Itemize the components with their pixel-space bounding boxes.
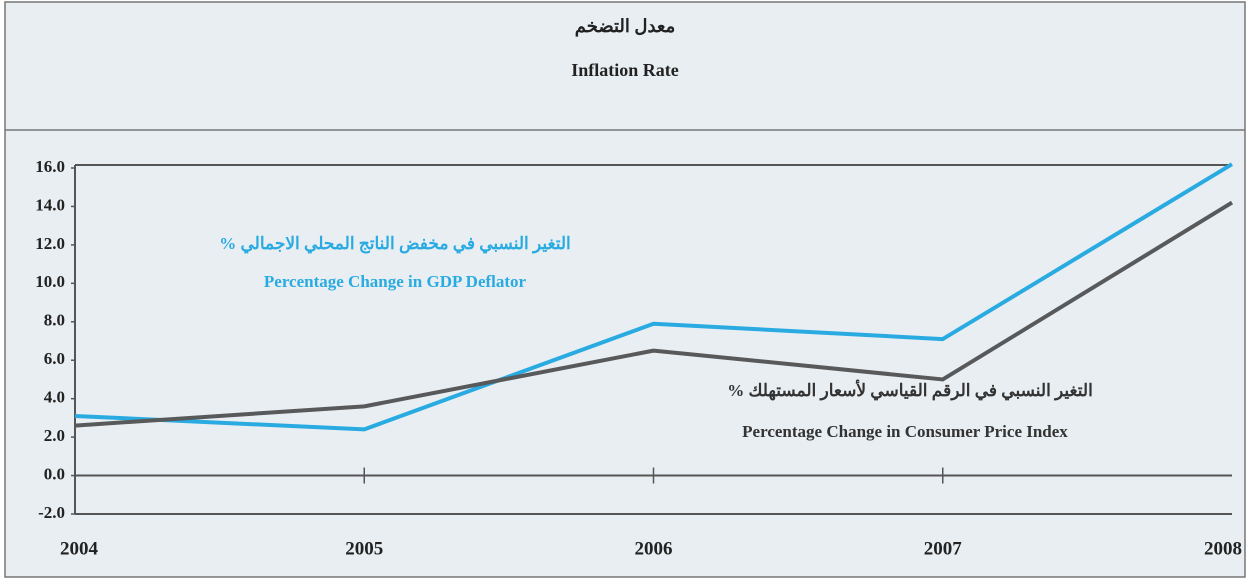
- y-tick-label: 0.0: [44, 464, 65, 483]
- y-tick-label: -2.0: [38, 503, 65, 522]
- y-tick-label: 10.0: [35, 272, 65, 291]
- series-line: [74, 200, 1234, 428]
- series-label-ar: التغير النسبي في الرقم القياسي لأسعار ال…: [727, 379, 1093, 401]
- y-tick-label: 12.0: [35, 234, 65, 253]
- y-tick-label: 4.0: [44, 388, 65, 407]
- y-tick-label: 2.0: [44, 426, 65, 445]
- y-tick-label: 6.0: [44, 349, 65, 368]
- y-tick-label: 16.0: [35, 157, 65, 176]
- series-label: Percentage Change in GDP Deflator: [264, 272, 527, 291]
- series-line: [74, 162, 1234, 432]
- frame: [4, 1, 1246, 578]
- x-tick-label: 2008: [1204, 538, 1242, 559]
- x-tick-label: 2006: [635, 538, 673, 559]
- y-tick-label: 8.0: [44, 311, 65, 330]
- x-tick-label: 2005: [345, 538, 383, 559]
- series-label: Percentage Change in Consumer Price Inde…: [742, 422, 1068, 441]
- chart-title: Inflation Rate: [571, 60, 679, 80]
- x-tick-label: 2007: [924, 538, 963, 559]
- series-label-ar: التغير النسبي في مخفض الناتج المحلي الاج…: [219, 234, 571, 254]
- y-tick-label: 14.0: [35, 195, 65, 214]
- chart-title-ar: معدل التضخم: [575, 16, 675, 37]
- x-tick-label: 2004: [60, 538, 99, 559]
